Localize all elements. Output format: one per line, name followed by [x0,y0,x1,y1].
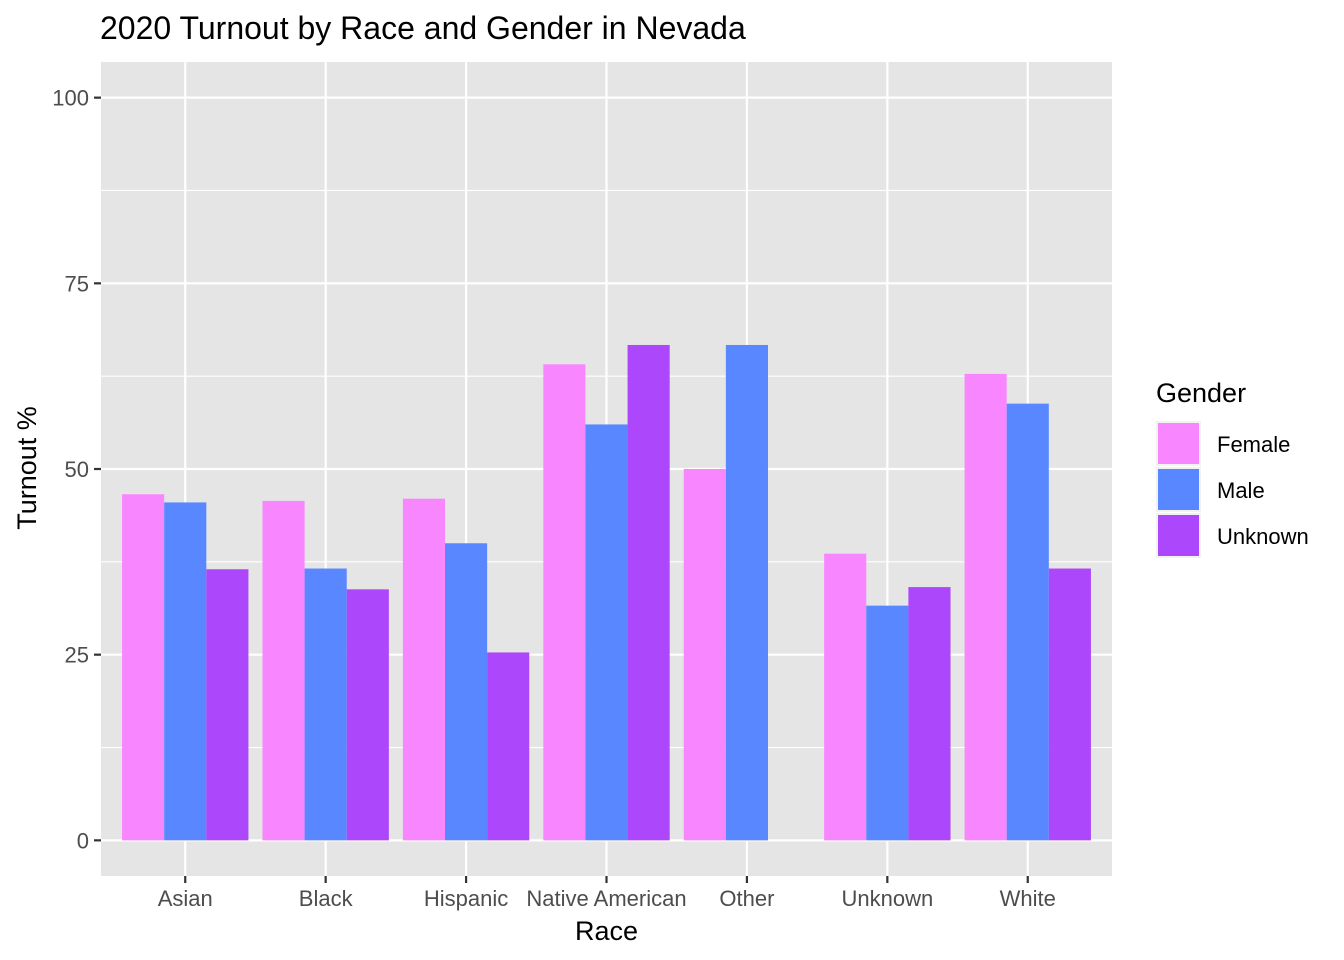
legend: Gender Female Male Unknown [1156,378,1309,558]
bar-male-white [1006,403,1049,841]
bar-female-black [262,500,305,841]
legend-label-male: Male [1217,478,1265,503]
legend-label-unknown: Unknown [1217,524,1309,549]
bar-male-unknown [866,605,909,841]
bar-unknown-black [346,589,389,841]
x-tick-label: Asian [158,886,213,911]
bar-female-white [964,373,1007,841]
y-tick-label: 100 [52,86,89,111]
bar-female-hispanic [402,498,446,841]
bar-female-unknown [824,553,867,841]
plot-panel [101,62,1112,876]
bar-unknown-asian [206,569,249,841]
legend-key-female [1158,423,1199,464]
legend-key-male [1158,469,1199,510]
x-axis: Asian Black Hispanic Native American Other Un… [158,876,1056,911]
bar-male-asian [164,502,207,841]
bar-male-other [725,344,768,841]
bar-male-black [304,568,347,841]
bar-male-hispanic [445,543,488,841]
bar-unknown-white [1048,568,1091,841]
x-tick-label: Native American [526,886,686,911]
legend-label-female: Female [1217,432,1290,457]
y-axis: 0 25 50 75 100 [52,86,101,853]
bar-unknown-unknown [908,587,951,841]
y-axis-title: Turnout % [12,406,42,530]
x-tick-label: White [1000,886,1056,911]
bar-female-native-american [543,364,586,841]
y-tick-label: 75 [65,271,89,296]
y-tick-label: 0 [77,828,89,853]
bar-female-other [683,469,726,841]
x-tick-label: Black [299,886,354,911]
bar-unknown-native-american [627,344,670,841]
chart-title: 2020 Turnout by Race and Gender in Nevad… [100,10,746,46]
x-tick-label: Hispanic [424,886,508,911]
y-tick-label: 25 [65,643,89,668]
bar-unknown-hispanic [487,652,530,841]
x-axis-title: Race [575,916,638,946]
bar-male-native-american [585,424,628,841]
bar-female-asian [122,494,165,841]
legend-title: Gender [1156,378,1246,408]
x-tick-label: Other [719,886,774,911]
legend-key-unknown [1158,515,1199,556]
x-tick-label: Unknown [841,886,933,911]
y-tick-label: 50 [65,457,89,482]
